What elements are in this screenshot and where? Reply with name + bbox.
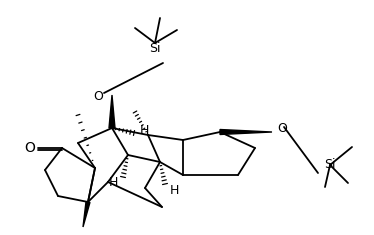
Text: H: H [140,125,149,137]
Text: H: H [170,184,180,196]
Polygon shape [109,95,115,128]
Text: O: O [93,90,103,103]
Text: Si: Si [149,42,161,55]
Text: O: O [277,121,287,134]
Text: H: H [108,176,118,189]
Polygon shape [83,202,90,227]
Text: O: O [25,141,36,155]
Polygon shape [220,129,272,134]
Text: H: H [78,234,88,235]
Text: Si: Si [324,158,336,172]
